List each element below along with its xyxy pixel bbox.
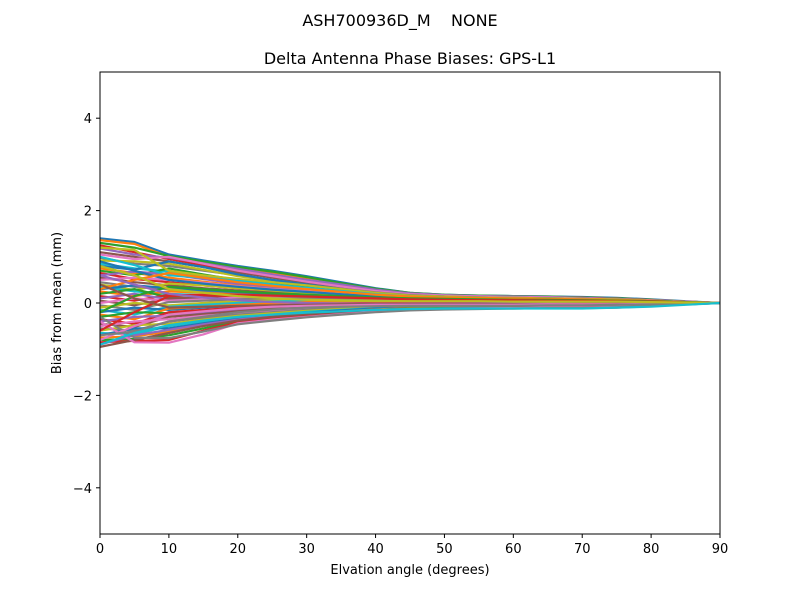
y-tick-label: −2 <box>73 389 92 404</box>
series-line <box>100 301 720 346</box>
x-tick-label: 80 <box>643 542 660 557</box>
y-tick-label: 0 <box>84 297 92 312</box>
figure-suptitle: ASH700936D_M NONE <box>302 11 497 31</box>
x-tick-label: 30 <box>298 542 315 557</box>
series-line <box>100 301 720 337</box>
series-line <box>100 264 720 305</box>
x-tick-label: 50 <box>436 542 453 557</box>
chart-title: Delta Antenna Phase Biases: GPS-L1 <box>264 49 556 68</box>
x-tick-label: 90 <box>712 542 729 557</box>
x-axis-label: Elvation angle (degrees) <box>330 563 489 578</box>
x-tick-label: 0 <box>96 542 104 557</box>
x-tick-label: 70 <box>574 542 591 557</box>
y-tick-label: −4 <box>73 482 92 497</box>
y-axis-ticks: −4 −2 0 2 4 <box>73 112 100 497</box>
y-tick-label: 2 <box>84 205 92 220</box>
x-tick-label: 20 <box>230 542 247 557</box>
y-axis-label: Bias from mean (mm) <box>50 232 65 374</box>
x-tick-label: 60 <box>505 542 522 557</box>
x-tick-label: 10 <box>161 542 178 557</box>
x-tick-label: 40 <box>367 542 384 557</box>
plot-lines <box>100 237 720 348</box>
y-tick-label: 4 <box>84 112 92 127</box>
x-axis-ticks: 0 10 20 30 40 50 60 70 80 90 <box>96 534 728 557</box>
